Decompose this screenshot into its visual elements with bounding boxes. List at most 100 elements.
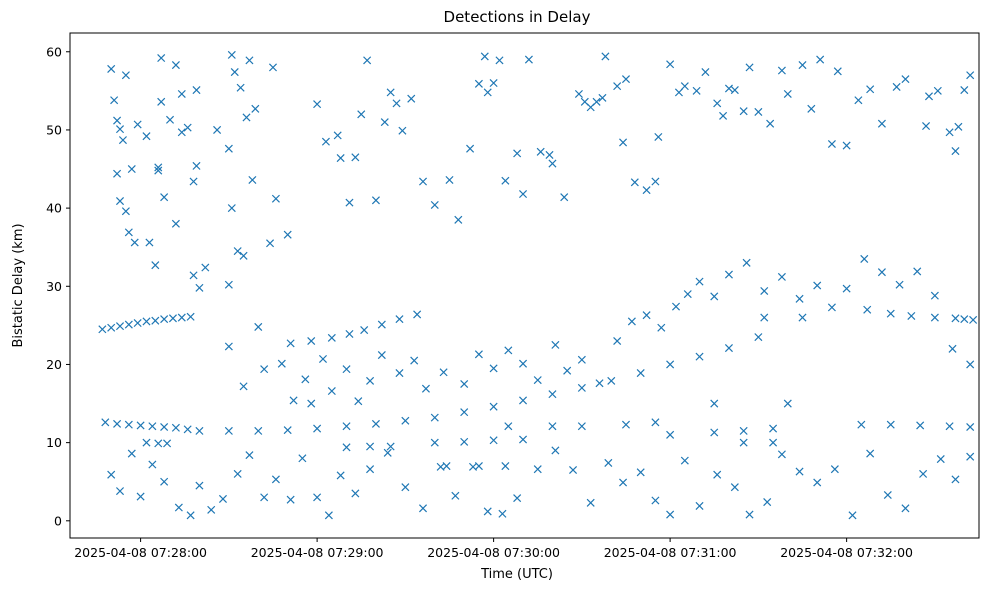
data-point: [519, 435, 528, 444]
data-point: [886, 309, 895, 318]
data-point: [351, 153, 360, 162]
data-point: [742, 258, 751, 267]
data-point: [148, 460, 157, 469]
data-point: [268, 63, 278, 72]
data-point: [966, 360, 975, 369]
data-point: [695, 352, 704, 361]
data-point: [418, 504, 428, 513]
data-point: [398, 126, 407, 135]
data-point: [830, 465, 839, 474]
data-point: [342, 422, 351, 431]
data-point: [239, 382, 248, 391]
data-point: [766, 119, 775, 128]
data-point: [313, 100, 322, 109]
data-point: [504, 422, 513, 431]
data-point: [842, 141, 851, 150]
data-point: [410, 356, 419, 365]
plot-frame: [69, 32, 980, 539]
data-point: [951, 475, 960, 484]
data-point: [930, 291, 939, 300]
data-point: [533, 376, 542, 385]
data-point: [118, 136, 127, 145]
data-point: [165, 115, 175, 124]
data-point: [613, 336, 622, 346]
data-point: [127, 449, 136, 458]
data-point: [936, 455, 945, 464]
data-point: [827, 139, 836, 149]
data-point: [371, 419, 380, 428]
data-point: [189, 271, 198, 280]
data-point: [813, 281, 822, 290]
data-point: [436, 462, 445, 471]
data-point: [598, 93, 607, 102]
y-axis-ticks: 0 10 20 30 40 50 60: [46, 44, 70, 528]
y-tick-label: 40: [46, 201, 62, 216]
data-point: [866, 449, 875, 458]
x-axis-ticks: 2025-04-08 07:28:00 2025-04-08 07:29:00 20…: [74, 538, 913, 560]
data-point: [827, 303, 836, 312]
data-point: [577, 383, 586, 392]
data-point: [430, 413, 439, 422]
data-point: [254, 426, 263, 435]
data-point: [901, 504, 910, 513]
data-point: [480, 52, 489, 61]
data-point: [666, 430, 675, 439]
data-point: [739, 426, 748, 435]
data-point: [745, 63, 754, 72]
data-point: [113, 116, 122, 125]
data-point: [227, 50, 236, 59]
data-point: [657, 323, 666, 332]
data-point: [604, 458, 613, 467]
data-point: [142, 132, 151, 141]
data-point: [501, 176, 510, 185]
data-point: [621, 75, 631, 84]
data-point: [730, 483, 739, 492]
data-point: [195, 481, 204, 490]
data-point: [513, 494, 522, 503]
data-point: [695, 277, 704, 286]
data-point: [592, 97, 601, 106]
data-point: [224, 144, 233, 153]
data-point: [783, 399, 792, 408]
data-point: [666, 510, 675, 519]
data-point: [519, 396, 528, 405]
data-point: [227, 204, 236, 213]
data-point: [945, 422, 954, 431]
data-point: [386, 442, 395, 451]
data-point: [298, 454, 307, 463]
data-point: [724, 270, 733, 279]
data-point: [336, 471, 345, 480]
data-point: [233, 469, 242, 478]
data-point: [142, 438, 151, 447]
data-point: [354, 397, 363, 406]
data-point: [168, 314, 177, 323]
data-point: [107, 64, 116, 73]
data-point: [769, 438, 778, 447]
data-point: [110, 96, 119, 105]
data-point: [236, 83, 245, 92]
data-point: [468, 462, 478, 471]
data-point: [124, 228, 133, 237]
data-point: [192, 161, 201, 170]
data-point: [301, 375, 310, 384]
data-point: [969, 315, 978, 324]
data-point: [124, 320, 133, 329]
data-point: [816, 55, 825, 64]
data-point: [383, 448, 392, 457]
data-point: [254, 322, 263, 331]
x-tick-label: 2025-04-08 07:30:00: [427, 545, 560, 560]
data-point: [366, 442, 375, 451]
data-point: [966, 452, 975, 461]
data-point: [966, 71, 975, 80]
data-point: [157, 53, 166, 63]
data-point: [154, 439, 163, 448]
data-point: [513, 149, 522, 158]
data-point: [451, 491, 460, 500]
data-point: [483, 88, 492, 97]
data-point: [145, 238, 154, 247]
y-tick-label: 0: [54, 513, 62, 528]
data-point: [666, 360, 675, 369]
data-point: [371, 196, 380, 205]
data-point: [380, 118, 389, 127]
